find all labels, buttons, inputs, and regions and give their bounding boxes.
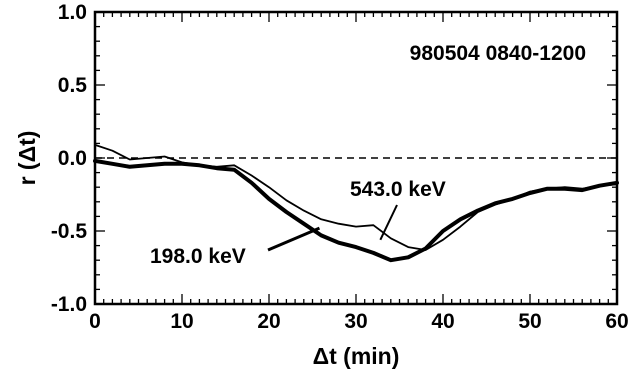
- x-tick-label: 0: [89, 310, 101, 333]
- series-label-543kev: 543.0 keV: [350, 178, 446, 201]
- x-tick-label: 20: [257, 310, 280, 333]
- series-line-198kev: [93, 158, 619, 263]
- series-line-543kev: [94, 143, 618, 251]
- x-tick-label: 60: [605, 310, 628, 333]
- y-tick-label: -0.5: [51, 220, 88, 243]
- series-pointer-198kev: [267, 226, 321, 252]
- x-axis-label: Δt (min): [313, 343, 400, 369]
- series-group: [93, 143, 619, 263]
- x-tick-label: 50: [518, 310, 541, 333]
- y-tick-label: 1.0: [58, 1, 87, 24]
- label-group: 980504 0840-1200 Δt (min) r (Δt) 198.0 k…: [14, 42, 586, 369]
- y-tick-label: 0.0: [58, 147, 87, 170]
- x-tick-label: 10: [170, 310, 193, 333]
- tick-group: 0 10 20 30 40 50 60 -1.0 -0.5 0.0 0.5 1.0: [51, 1, 629, 333]
- y-axis-label: r (Δt): [14, 131, 40, 186]
- x-tick-label: 30: [344, 310, 367, 333]
- y-tick-label: -1.0: [51, 293, 87, 316]
- chart-annotation: 980504 0840-1200: [410, 42, 586, 65]
- series-label-198kev: 198.0 keV: [150, 245, 246, 268]
- y-tick-label: 0.5: [58, 74, 88, 97]
- x-tick-label: 40: [431, 310, 454, 333]
- series-pointer-543kev: [379, 204, 398, 241]
